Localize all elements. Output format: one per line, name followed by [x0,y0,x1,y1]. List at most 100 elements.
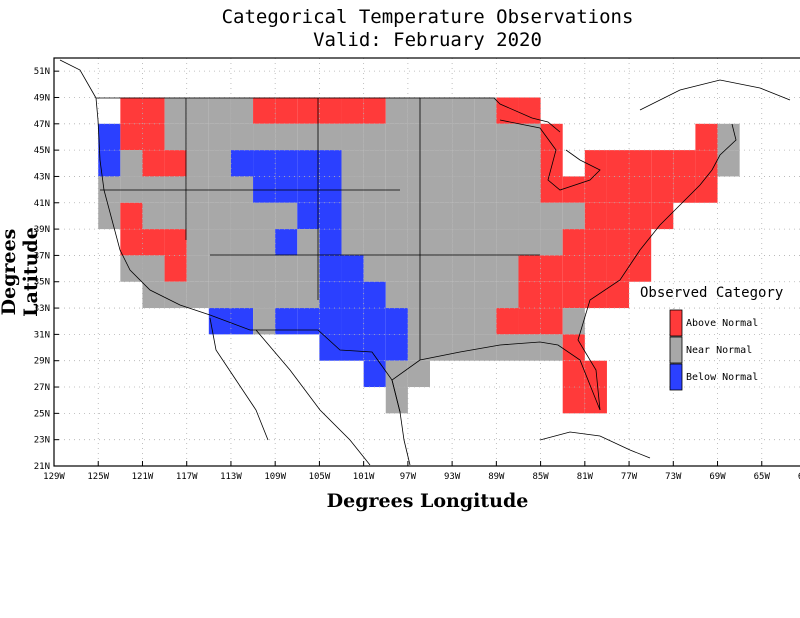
category-cell [407,176,430,203]
x-tick-label: 61W [798,472,800,482]
map-title: Categorical Temperature Observations [221,6,634,28]
us-west-coast [95,97,211,316]
category-cell [717,123,740,151]
category-cell [253,97,276,124]
state-outlines [59,59,791,466]
mexico-coast-east [399,411,411,466]
category-cell [452,281,475,309]
category-cell [518,308,541,335]
x-tick-label: 113W [220,472,242,482]
y-axis-label: Degrees Latitude [0,227,42,317]
category-cell [253,229,276,256]
category-cell [452,229,475,256]
category-cell [430,308,453,335]
us-border-north [96,97,561,133]
legend-swatch-below [669,363,683,391]
category-cell [540,308,563,335]
category-cell [496,308,519,335]
category-cell [385,308,408,335]
category-cell [584,229,607,256]
category-cell [496,150,519,177]
mexico-coast-west [255,329,371,466]
category-cell [540,281,563,309]
category-cell [407,97,430,124]
category-cell [407,334,430,361]
category-cell [452,123,475,151]
legend-swatch-near [669,336,683,364]
category-cell [319,150,342,177]
category-cell [341,308,364,335]
category-cell [120,97,143,124]
canada-coast [639,79,791,111]
category-cell [385,123,408,151]
category-cell [120,123,143,151]
x-tick-label: 93W [444,472,461,482]
y-tick-label: 31N [34,330,50,340]
category-cell [518,334,541,361]
category-cell [275,202,298,230]
category-cell [695,150,718,177]
category-cell [540,202,563,230]
category-cell [363,334,386,361]
category-cell [341,229,364,256]
category-cell [341,202,364,230]
category-cell [452,97,475,124]
y-tick-label: 21N [34,462,50,472]
category-cell [341,255,364,282]
category-cell [496,281,519,309]
x-tick-label: 89W [488,472,505,482]
category-cell [142,150,165,177]
x-tick-label: 97W [400,472,417,482]
category-cell [430,281,453,309]
x-tick-label: 69W [709,472,726,482]
category-cell [297,123,320,151]
category-cell [474,202,497,230]
category-cell [297,97,320,124]
category-cell [363,360,386,388]
category-cell [230,202,254,230]
category-cell [452,255,475,282]
y-tick-label: 49N [34,93,50,103]
category-cell [584,150,607,177]
category-cell [518,202,541,230]
category-cell [297,202,320,230]
category-cell [474,255,497,282]
category-cell [606,229,630,256]
x-tick-label: 117W [176,472,198,482]
category-cell [562,387,585,414]
y-tick-label: 47N [34,120,50,130]
category-cell [319,229,342,256]
category-cell [98,202,121,230]
category-cell [208,229,231,256]
y-tick-label: 37N [34,251,50,261]
y-tick-label: 25N [34,409,50,419]
category-cell [407,308,430,335]
category-cell [208,255,231,282]
category-cell [562,255,585,282]
category-cell [584,202,607,230]
category-cell [496,229,519,256]
category-cell [230,123,254,151]
category-cell [363,150,386,177]
category-cell [474,308,497,335]
category-cell [341,334,364,361]
category-cell [341,97,364,124]
category-cell [385,150,408,177]
category-cell [297,281,320,309]
x-tick-label: 105W [309,472,331,482]
category-cell [518,150,541,177]
category-cell [208,97,231,124]
category-cell [606,255,630,282]
category-cell [385,281,408,309]
category-cell [606,176,630,203]
category-cell [496,123,519,151]
category-cell [164,97,187,124]
category-cell [98,150,121,177]
category-cell [407,360,430,388]
category-cell [407,202,430,230]
category-cell [496,97,519,124]
category-cell [297,229,320,256]
category-cell [319,123,342,151]
category-cell [629,202,652,230]
